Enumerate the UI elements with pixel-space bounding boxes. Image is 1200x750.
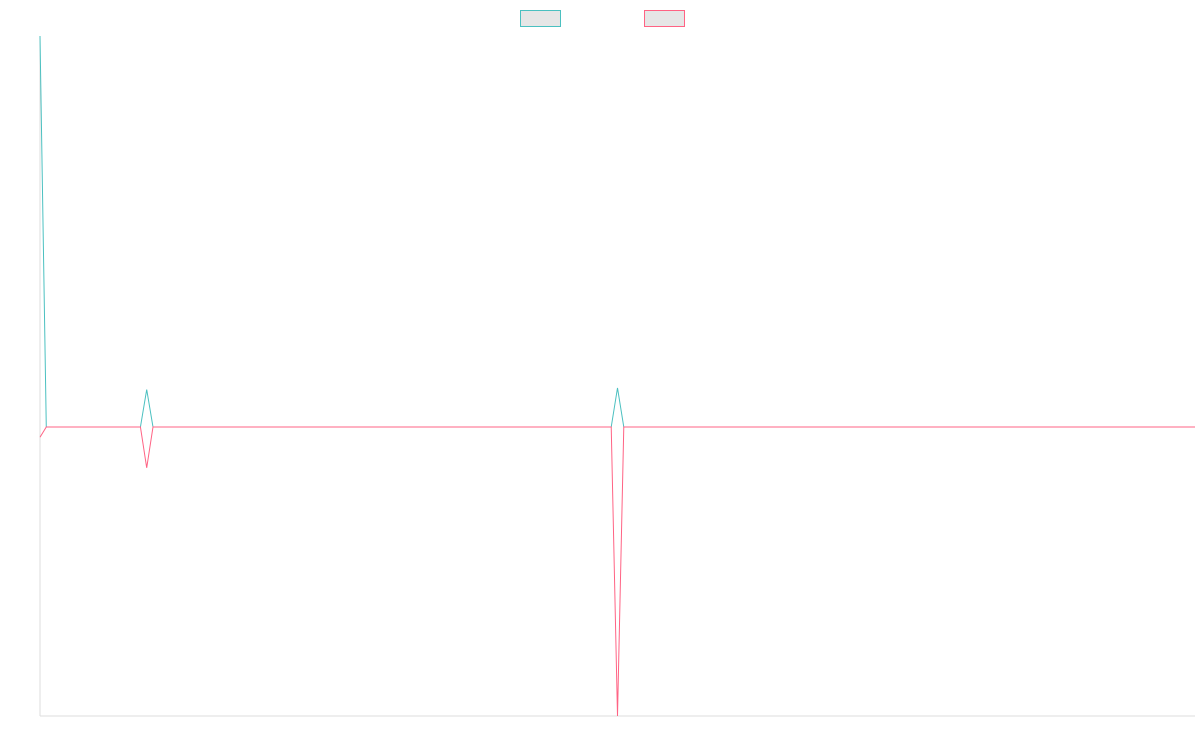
legend-item-2[interactable] <box>644 10 685 27</box>
legend-item-1[interactable] <box>520 10 561 27</box>
legend-swatch-1 <box>520 10 561 27</box>
series-layer <box>39 35 1195 717</box>
legend-swatch-2 <box>644 10 685 27</box>
series-line-1 <box>39 35 1195 428</box>
axes <box>39 36 1195 717</box>
legend <box>520 10 685 27</box>
series-line-2 <box>39 426 1195 717</box>
